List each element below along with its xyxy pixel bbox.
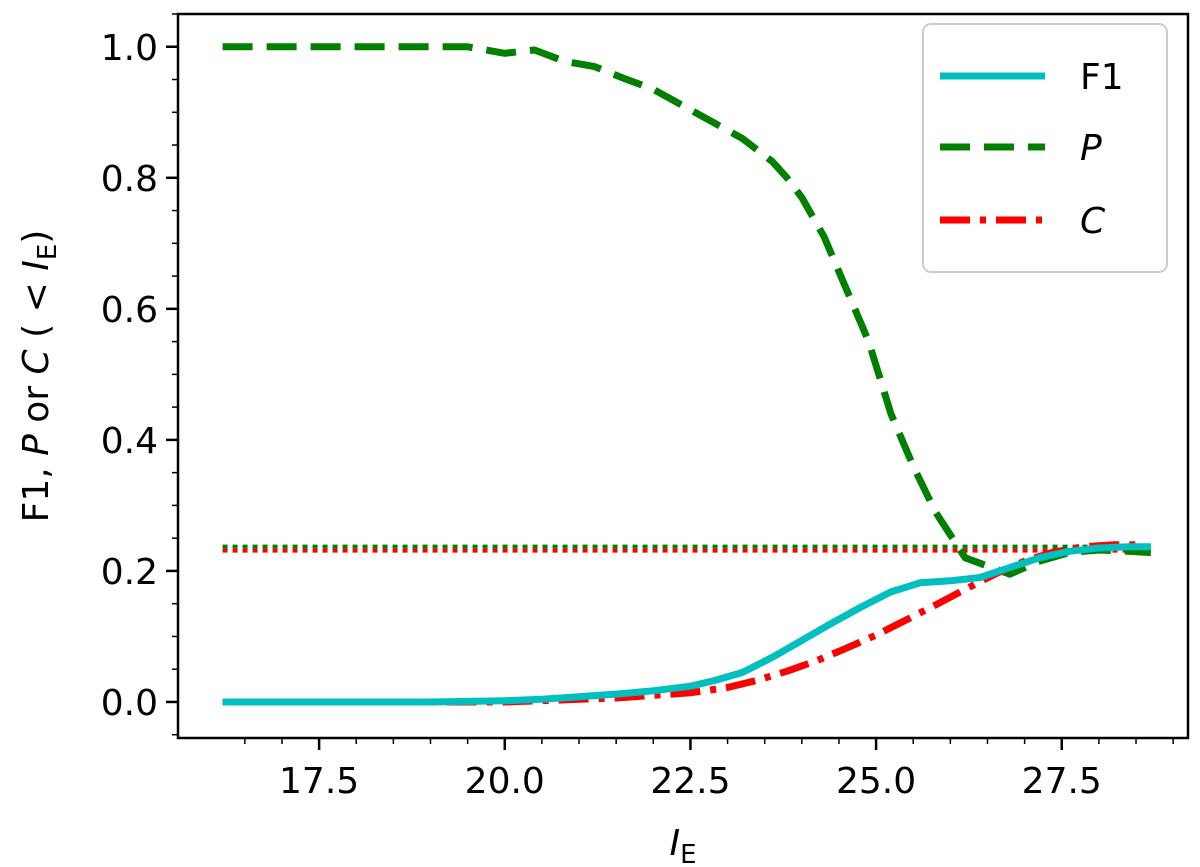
- y-axis-label: F1, P or C ( < IE): [16, 230, 63, 523]
- series-line-p: [222, 43, 1152, 578]
- legend: F1 PC: [922, 23, 1168, 273]
- plot-area: [222, 43, 1152, 706]
- y-tick-label: 0.0: [101, 683, 158, 724]
- x-tick-label: 27.5: [1022, 761, 1102, 802]
- x-tick-label: 20.0: [465, 761, 545, 802]
- y-tick-label: 0.2: [101, 552, 158, 593]
- x-axis-label: IE: [669, 823, 696, 867]
- y-tick-label: 0.8: [101, 159, 158, 200]
- y-tick-label: 0.4: [101, 421, 158, 462]
- series-line-f1: [222, 543, 1151, 706]
- legend-label-f1: F1: [1080, 57, 1124, 98]
- legend-label-c: C: [1080, 201, 1106, 242]
- legend-label-p: P: [1080, 128, 1102, 169]
- x-tick-label: 17.5: [279, 761, 359, 802]
- y-tick-label: 0.6: [101, 290, 158, 331]
- x-tick-label: 25.0: [836, 761, 916, 802]
- x-tick-label: 22.5: [650, 761, 730, 802]
- y-tick-label: 1.0: [101, 28, 158, 69]
- plot-frame: [176, 12, 1190, 740]
- axis-ticks: 17.5 20.0 22.5 25.0 27.5 0.0 0.2 0.4 0.6 0.8 1.0: [101, 13, 1174, 802]
